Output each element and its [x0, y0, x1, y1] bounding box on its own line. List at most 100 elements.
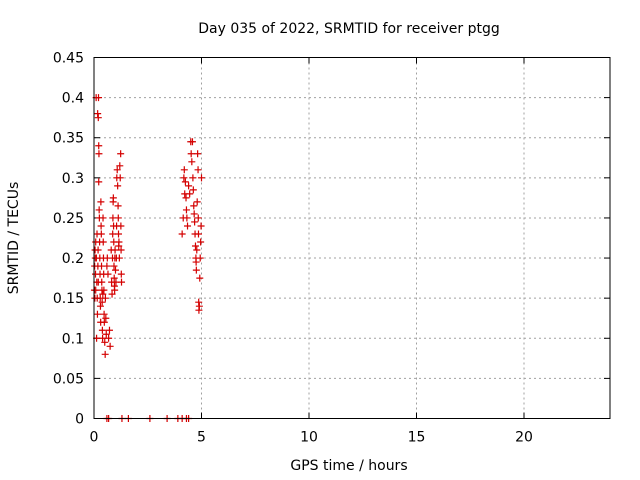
- y-tick-label: 0.15: [53, 291, 84, 307]
- data-point: [192, 266, 200, 274]
- data-point: [188, 138, 196, 146]
- data-point: [191, 242, 199, 250]
- x-tick-labels: 0 5 10 15 20: [90, 430, 533, 446]
- data-point: [195, 298, 203, 306]
- data-point: [97, 230, 105, 238]
- y-tick-label: 0.25: [53, 211, 84, 227]
- plot-frame: [93, 57, 611, 419]
- data-point: [102, 330, 110, 338]
- data-point: [106, 342, 114, 350]
- axis-ticks: [93, 57, 610, 419]
- y-tick-label: 0: [75, 412, 84, 428]
- data-point: [186, 190, 194, 198]
- data-point: [102, 314, 110, 322]
- y-tick-label: 0.05: [53, 371, 84, 387]
- data-point: [100, 286, 108, 294]
- data-point: [197, 222, 205, 230]
- x-tick-label: 0: [90, 430, 99, 446]
- data-point: [99, 238, 107, 246]
- data-point: [97, 222, 105, 230]
- data-point: [194, 150, 202, 158]
- data-points: [90, 94, 205, 422]
- data-point: [192, 258, 200, 266]
- data-point: [195, 302, 203, 310]
- data-point: [101, 294, 109, 302]
- data-point: [95, 142, 103, 150]
- data-point: [98, 326, 106, 334]
- x-tick-label: 5: [197, 430, 206, 446]
- data-point: [189, 174, 197, 182]
- data-point: [93, 310, 101, 318]
- data-point: [116, 162, 124, 170]
- data-point: [190, 210, 198, 218]
- data-point: [95, 206, 103, 214]
- data-point: [182, 206, 190, 214]
- y-tick-label: 0.45: [53, 51, 84, 67]
- data-point: [180, 174, 188, 182]
- data-point: [117, 222, 125, 230]
- data-point: [95, 94, 103, 102]
- data-point: [115, 238, 123, 246]
- data-point: [196, 254, 204, 262]
- data-point: [103, 262, 111, 270]
- y-tick-label: 0.3: [62, 171, 84, 187]
- data-point: [196, 274, 204, 282]
- data-point: [197, 238, 205, 246]
- x-axis-label: GPS time / hours: [290, 458, 407, 474]
- y-axis-label: SRMTID / TECUs: [6, 182, 22, 295]
- data-point: [116, 174, 124, 182]
- data-point: [95, 150, 103, 158]
- data-point: [99, 334, 107, 342]
- data-point: [99, 214, 107, 222]
- data-point: [105, 334, 113, 342]
- data-point: [190, 202, 198, 210]
- y-tick-label: 0.35: [53, 131, 84, 147]
- data-point: [113, 166, 121, 174]
- data-point: [109, 194, 117, 202]
- data-point: [193, 246, 201, 254]
- data-point: [104, 270, 112, 278]
- data-point: [114, 202, 122, 210]
- data-point: [111, 246, 119, 254]
- grid-lines: [94, 57, 610, 419]
- data-point: [114, 214, 122, 222]
- data-point: [115, 230, 123, 238]
- data-point: [117, 270, 125, 278]
- data-point: [194, 214, 202, 222]
- data-point: [110, 274, 118, 282]
- data-point: [181, 178, 189, 186]
- data-point: [194, 230, 202, 238]
- data-point: [94, 246, 102, 254]
- data-point: [98, 278, 106, 286]
- x-tick-label: 20: [515, 430, 533, 446]
- data-point: [188, 158, 196, 166]
- data-point: [178, 230, 186, 238]
- y-tick-label: 0.2: [62, 251, 84, 267]
- data-point: [117, 150, 125, 158]
- chart-title: Day 035 of 2022, SRMTID for receiver ptg…: [198, 21, 500, 37]
- data-point: [180, 166, 188, 174]
- data-point: [97, 198, 105, 206]
- data-point: [185, 182, 193, 190]
- data-point: [100, 310, 108, 318]
- y-tick-labels: 0 0.05 0.1 0.15 0.2 0.25 0.3 0.35 0.4 0.45: [53, 51, 84, 428]
- data-point: [112, 266, 119, 274]
- y-tick-label: 0.4: [62, 91, 84, 107]
- data-point: [101, 350, 109, 358]
- data-point: [92, 286, 100, 294]
- data-point: [117, 246, 125, 254]
- data-point: [95, 178, 103, 186]
- data-point: [108, 290, 116, 298]
- x-tick-label: 15: [408, 430, 426, 446]
- data-point: [94, 114, 102, 122]
- data-point: [115, 254, 123, 262]
- data-point: [187, 150, 195, 158]
- data-point: [110, 262, 118, 270]
- data-point: [182, 194, 190, 202]
- data-point: [96, 302, 104, 310]
- y-tick-label: 0.1: [62, 331, 84, 347]
- x-tick-label: 10: [300, 430, 318, 446]
- data-point: [184, 222, 192, 230]
- data-point: [94, 110, 102, 118]
